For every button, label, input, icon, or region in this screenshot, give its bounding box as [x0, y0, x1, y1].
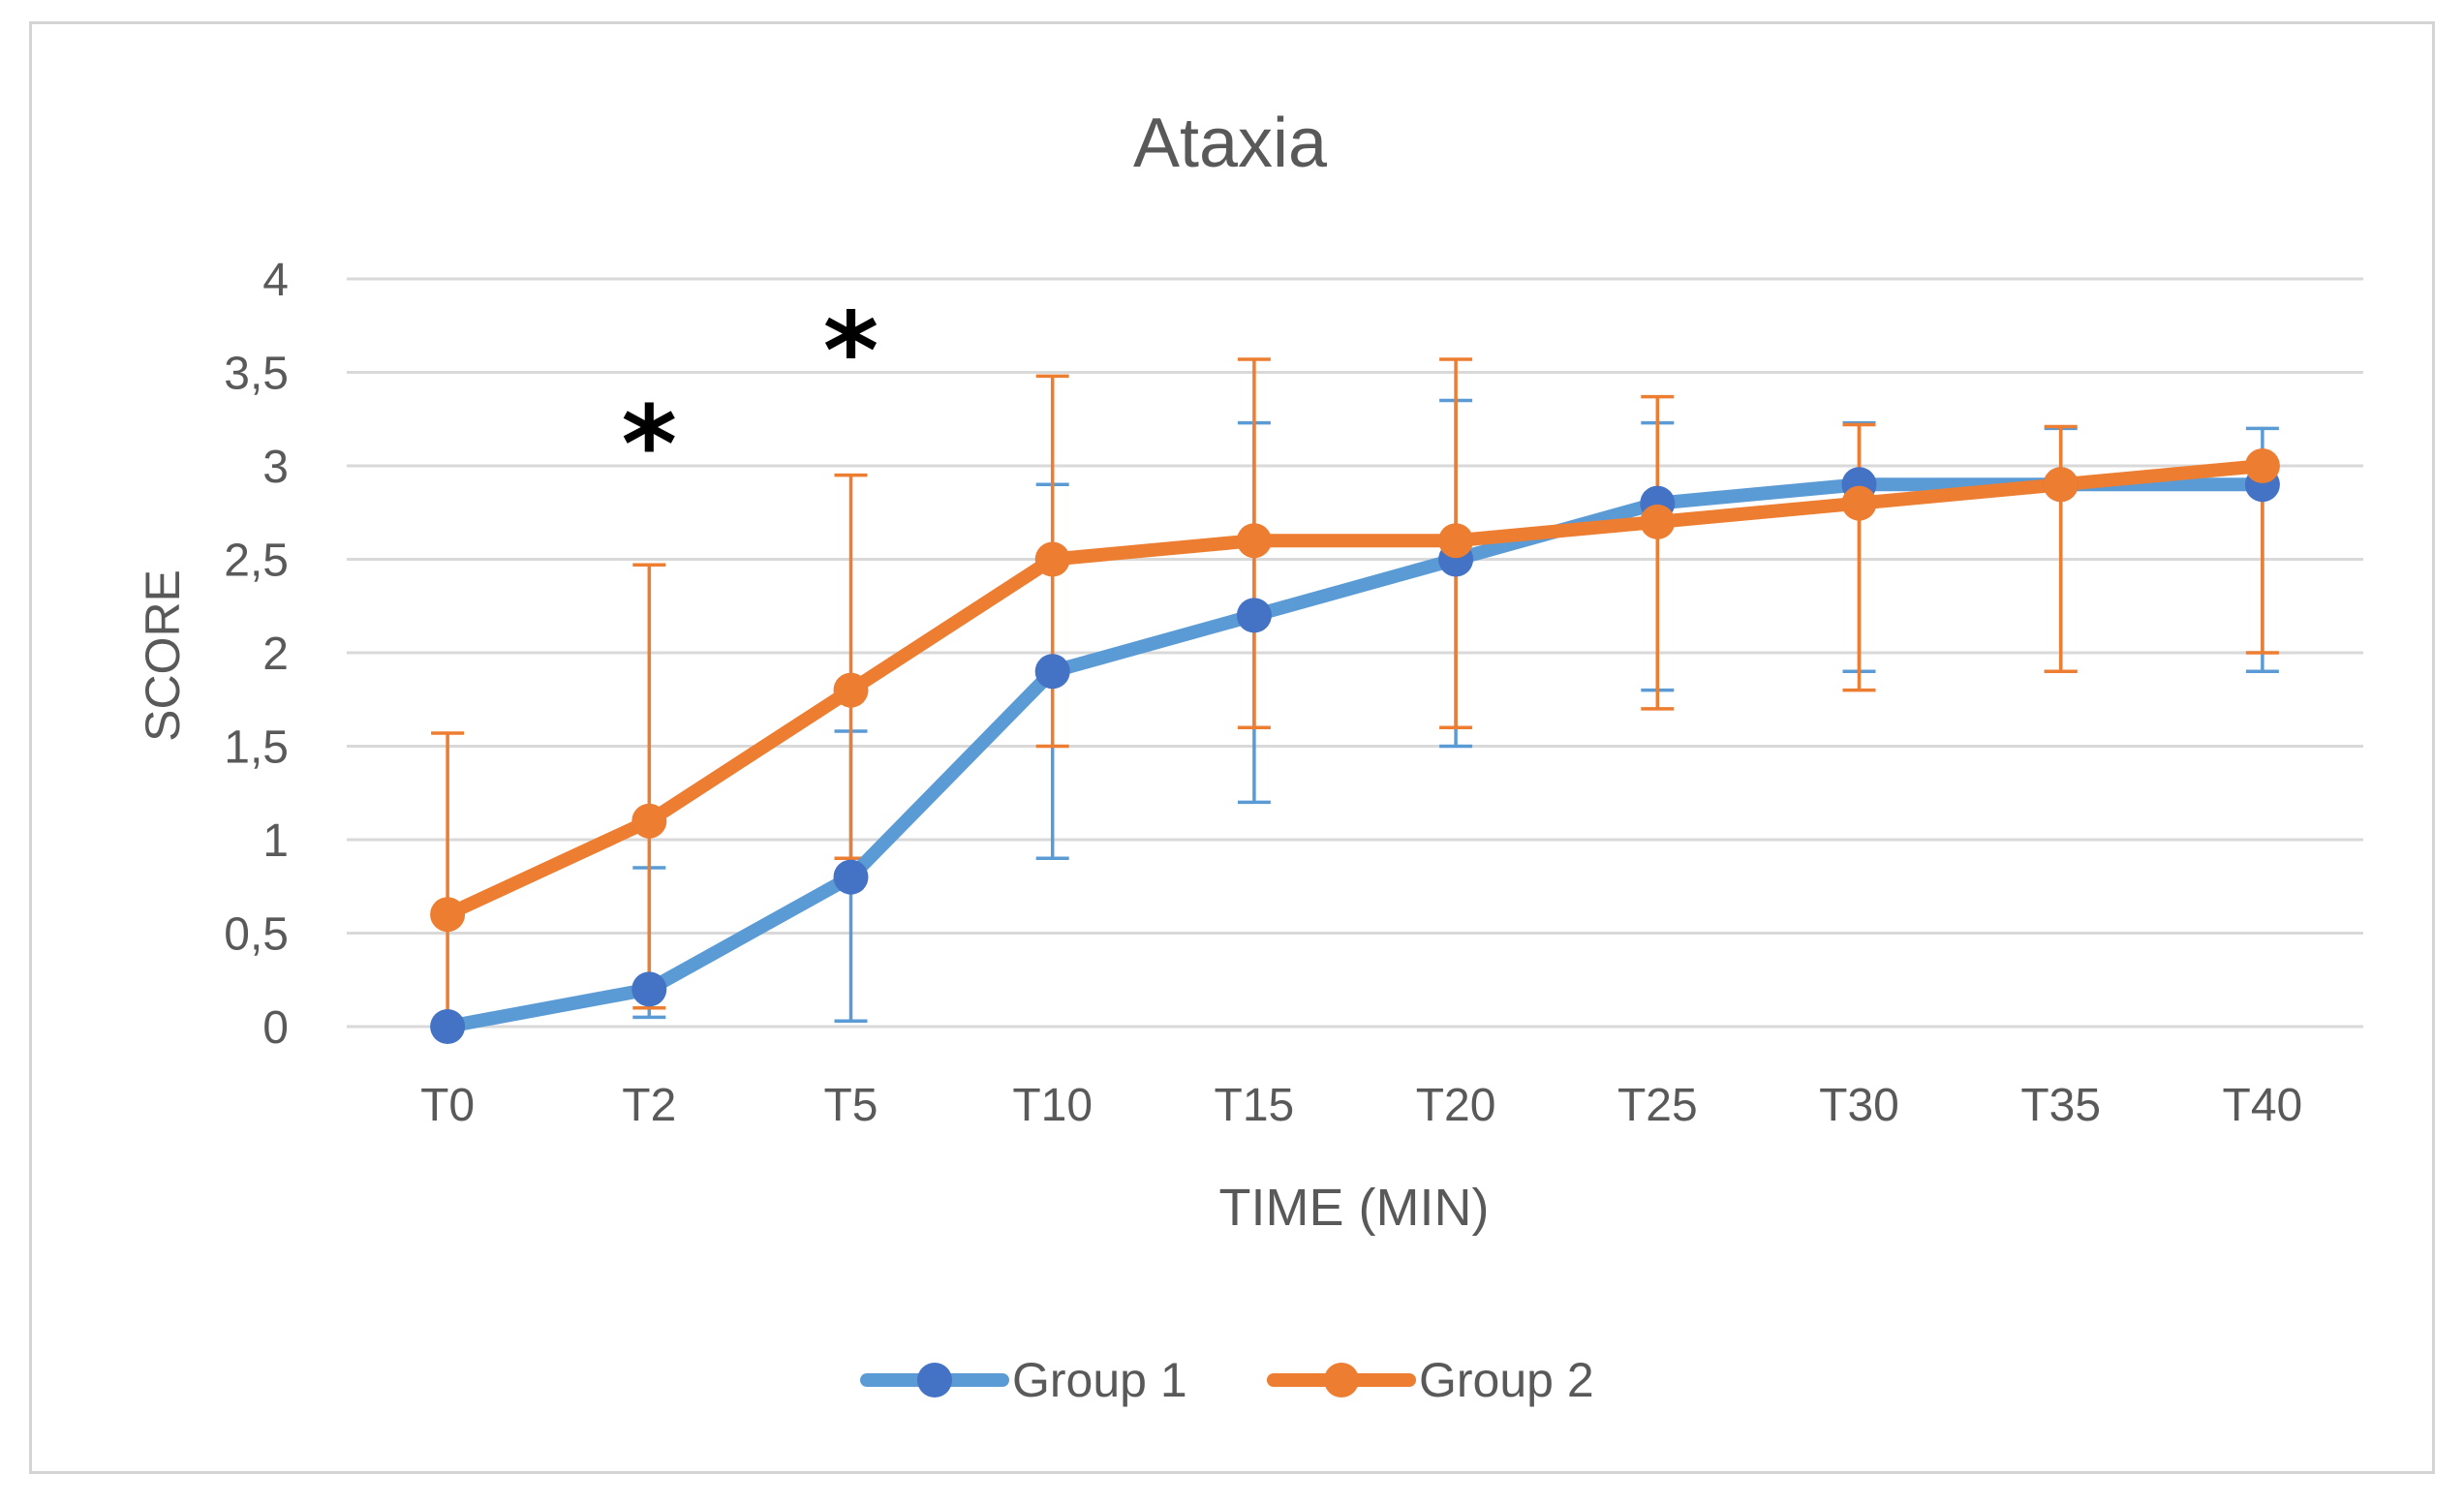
series-line-1: [441, 477, 2269, 1033]
x-tick-label: T30: [1819, 1080, 1899, 1131]
x-tick-label: T25: [1617, 1080, 1698, 1131]
y-tick-label: 2: [262, 629, 289, 680]
y-tick-label: 0,5: [224, 909, 289, 961]
data-point: [1841, 485, 1877, 521]
x-tick-label: T5: [823, 1080, 878, 1131]
data-point: [833, 672, 869, 708]
data-point: [631, 803, 667, 839]
x-tick-label: T40: [2223, 1080, 2303, 1131]
y-tick-label: 3,5: [224, 349, 289, 400]
data-point: [430, 897, 466, 933]
data-point: [631, 971, 667, 1007]
series-line-2: [441, 459, 2269, 922]
x-tick-label: T10: [1012, 1080, 1093, 1131]
x-tick-label: T35: [2020, 1080, 2101, 1131]
data-point: [1438, 523, 1474, 559]
legend-marker: [917, 1363, 952, 1398]
x-tick-label: T2: [622, 1080, 676, 1131]
significance-asterisk: *: [622, 383, 678, 507]
data-point: [2043, 467, 2079, 503]
data-point: [1640, 504, 1676, 539]
data-point: [2244, 448, 2280, 483]
x-tick-label: T20: [1416, 1080, 1496, 1131]
data-point: [1034, 541, 1070, 577]
x-axis-label: TIME (MIN): [1219, 1179, 1490, 1237]
legend-label: Group 1: [1012, 1353, 1187, 1407]
y-tick-label: 1: [262, 815, 289, 867]
chart-title: Ataxia: [1133, 105, 1328, 182]
y-tick-label: 4: [262, 255, 289, 306]
data-point: [1034, 654, 1070, 690]
data-point: [1236, 523, 1272, 559]
x-tick-label: T15: [1215, 1080, 1295, 1131]
y-tick-label: 2,5: [224, 536, 289, 587]
data-point: [430, 1009, 466, 1044]
significance-asterisk: *: [823, 290, 879, 414]
data-point: [833, 859, 869, 895]
y-tick-label: 0: [262, 1002, 289, 1054]
legend-marker: [1324, 1363, 1359, 1398]
data-point: [1236, 598, 1272, 633]
y-tick-label: 3: [262, 442, 289, 493]
y-tick-label: 1,5: [224, 722, 289, 774]
y-axis-label: SCORE: [136, 569, 190, 742]
legend-label: Group 2: [1419, 1353, 1594, 1407]
x-tick-label: T0: [420, 1080, 475, 1131]
